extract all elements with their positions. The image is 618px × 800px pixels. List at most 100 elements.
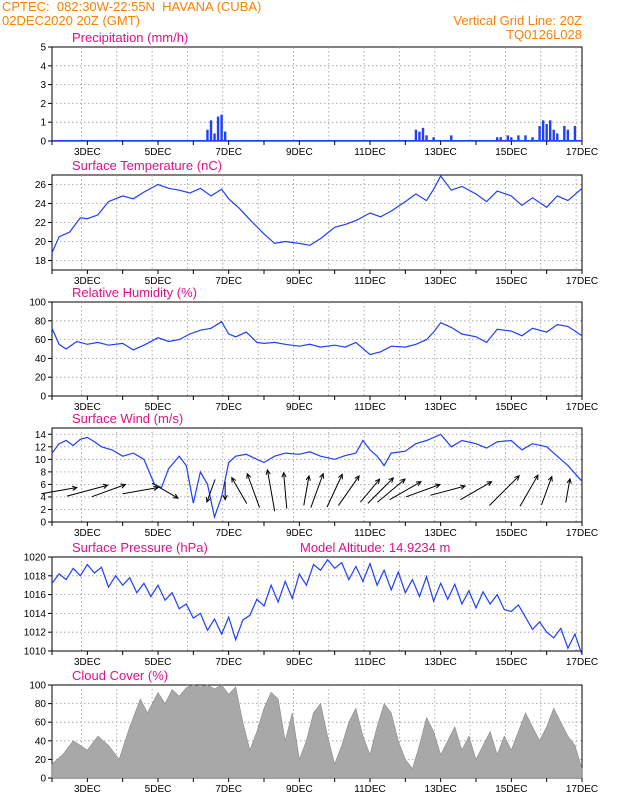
x-tick-label: 13DEC: [425, 147, 457, 158]
panel-0: 0 1 2 3 4 5 3DEC 5DEC 7DEC 9DEC 11DEC 13DEC 15DEC 17D…: [40, 30, 598, 158]
wind-arrow-shaft: [405, 484, 441, 498]
x-tick-label: 15DEC: [495, 276, 527, 287]
wind-arrow-head: [305, 474, 311, 481]
x-tick-label: 3DEC: [74, 276, 101, 287]
series-line: [51, 433, 583, 520]
wind-arrow: [310, 472, 325, 508]
wind-arrow: [338, 474, 360, 506]
x-tick-label: 9DEC: [286, 657, 313, 668]
wind-arrow-head: [460, 484, 467, 490]
wind-arrow-head: [486, 481, 493, 487]
x-tick-label: 5DEC: [145, 528, 172, 539]
wind-arrow: [41, 485, 78, 495]
precip-bar: [573, 125, 577, 141]
wind-arrow-head: [547, 475, 553, 482]
x-tick-label: 15DEC: [495, 402, 527, 413]
y-tick-label: 5: [40, 43, 46, 54]
y-tick-label: 100: [29, 681, 46, 692]
wind-arrow-shaft: [246, 473, 261, 508]
wind-arrow: [565, 477, 572, 503]
y-tick-label: 60: [35, 718, 47, 729]
x-tick-label: 7DEC: [215, 528, 242, 539]
precip-bar: [506, 135, 509, 141]
wind-arrow-shaft: [430, 485, 466, 496]
precip-bar: [425, 135, 428, 141]
wind-arrow-shaft: [122, 487, 159, 495]
y-tick-label: 14: [35, 430, 47, 441]
y-tick-label: 1010: [24, 647, 47, 658]
plot-frame: [51, 556, 583, 652]
precip-bar: [552, 129, 555, 141]
panel-2: 0 20 40 60 80 100 3DEC 5DEC 7DEC 9DEC 11DEC 13DEC 15…: [29, 285, 598, 413]
y-tick-label: 0: [40, 774, 46, 785]
y-tick-label: 1020: [24, 553, 47, 564]
precip-bar: [209, 120, 213, 141]
y-tick-label: 4: [40, 492, 46, 503]
x-tick-label: 5DEC: [145, 657, 172, 668]
panel-5: 0 20 40 60 80 100 3DEC 5DEC 7DEC 9DEC 11DEC 13DEC 15…: [29, 668, 598, 795]
x-tick-label: 7DEC: [215, 147, 242, 158]
wind-arrow: [389, 481, 422, 501]
wind-arrow-head: [354, 474, 360, 481]
wind-arrow-shaft: [283, 472, 288, 509]
header-location: CPTEC: 082:30W-22:55N HAVANA (CUBA): [2, 0, 261, 14]
x-tick-label: 17DEC: [566, 147, 598, 158]
wind-arrow: [541, 475, 553, 505]
y-tick-label: 12: [35, 442, 47, 453]
y-tick-label: 1018: [24, 571, 47, 582]
wind-arrow: [303, 474, 311, 506]
x-tick-label: 11DEC: [354, 402, 386, 413]
precip-bar: [566, 129, 570, 141]
y-tick-label: 20: [35, 237, 47, 248]
y-tick-label: 2: [40, 505, 46, 516]
x-tick-label: 11DEC: [354, 657, 386, 668]
wind-arrow: [377, 478, 406, 503]
x-tick-label: 5DEC: [145, 276, 172, 287]
precip-bar: [545, 124, 548, 141]
panel-title: Cloud Cover (%): [72, 668, 168, 683]
precip-bar: [220, 114, 223, 141]
x-tick-label: 9DEC: [286, 784, 313, 795]
x-tick-label: 13DEC: [425, 402, 457, 413]
y-tick-label: 20: [35, 373, 47, 384]
precip-bar: [549, 120, 552, 141]
wind-arrow: [367, 477, 395, 504]
wind-arrow-shaft: [389, 481, 422, 501]
x-tick-label: 5DEC: [145, 402, 172, 413]
x-tick-label: 13DEC: [425, 657, 457, 668]
wind-arrow-shaft: [91, 484, 126, 498]
wind-arrow-head: [265, 468, 271, 475]
wind-arrow-shaft: [460, 481, 492, 501]
precip-bar: [517, 135, 520, 141]
x-tick-label: 9DEC: [286, 402, 313, 413]
series-line: [51, 320, 583, 356]
wind-arrow-shaft: [367, 477, 394, 504]
wind-arrow-head: [281, 471, 287, 478]
panel-title: Surface Wind (m/s): [72, 411, 183, 426]
plot-frame: [51, 301, 583, 397]
y-tick-label: 10: [35, 455, 47, 466]
x-tick-label: 11DEC: [354, 528, 386, 539]
precip-bar: [496, 137, 499, 141]
x-tick-label: 15DEC: [495, 784, 527, 795]
wind-arrow-shaft: [359, 478, 381, 503]
precip-bar: [563, 125, 566, 141]
x-tick-label: 11DEC: [354, 276, 386, 287]
y-tick-label: 24: [35, 199, 47, 210]
series-line: [51, 174, 583, 254]
wind-arrow-shaft: [151, 482, 179, 499]
wind-arrow-head: [231, 476, 237, 483]
wind-arrow: [265, 468, 276, 512]
y-tick-label: 22: [35, 218, 47, 229]
wind-arrow-shaft: [377, 478, 406, 503]
wind-arrow-head: [415, 481, 422, 487]
wind-arrow-head: [566, 477, 572, 484]
wind-arrow-head: [173, 493, 180, 499]
x-tick-label: 17DEC: [566, 276, 598, 287]
wind-arrow-head: [205, 496, 211, 504]
precip-bar: [538, 125, 541, 141]
wind-arrow-head: [374, 478, 381, 485]
